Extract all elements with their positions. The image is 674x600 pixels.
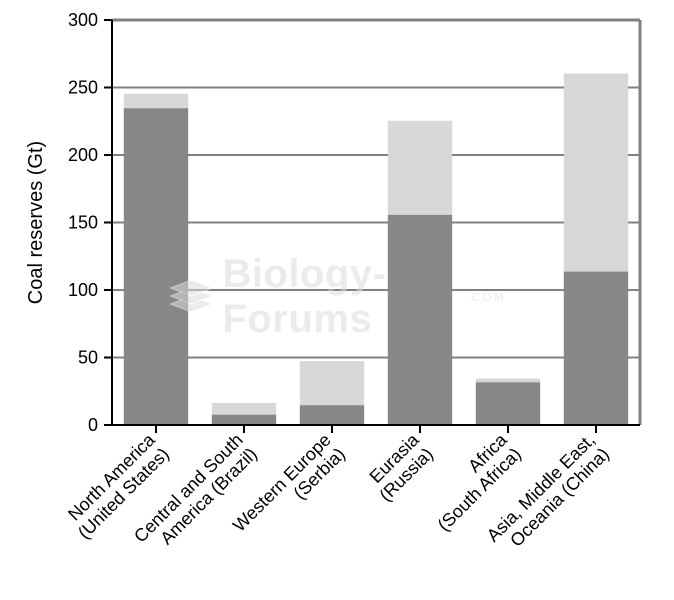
y-axis-label: Coal reserves (Gt) (25, 141, 47, 304)
coal-reserves-chart: 050100150200250300North America(United S… (0, 0, 674, 600)
bar-upper (124, 94, 187, 108)
bar-upper (564, 74, 627, 271)
y-tick-label: 100 (68, 280, 98, 300)
bar-upper (212, 403, 275, 414)
bar-upper (388, 121, 451, 214)
bar-lower (124, 108, 187, 425)
y-tick-label: 300 (68, 10, 98, 30)
bar-upper (476, 379, 539, 382)
bar-lower (300, 405, 363, 425)
y-tick-label: 0 (88, 415, 98, 435)
y-tick-label: 250 (68, 78, 98, 98)
bar-upper (300, 362, 363, 405)
bar-lower (476, 382, 539, 425)
y-tick-label: 200 (68, 145, 98, 165)
bar-lower (388, 214, 451, 425)
bar-lower (564, 271, 627, 425)
y-tick-label: 50 (78, 348, 98, 368)
chart-container: 050100150200250300North America(United S… (0, 0, 674, 600)
y-tick-label: 150 (68, 213, 98, 233)
bar-lower (212, 414, 275, 425)
